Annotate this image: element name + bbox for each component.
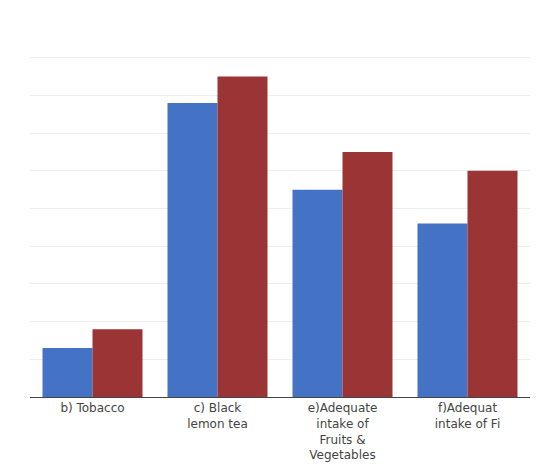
svg-text:f)Adequatintake of Fi: f)Adequatintake of Fi: [435, 401, 500, 431]
svg-text:c) Blacklemon tea: c) Blacklemon tea: [187, 401, 248, 431]
svg-text:e)Adequateintake ofFruits &Veg: e)Adequateintake ofFruits &Vegetables: [308, 401, 378, 462]
svg-text:b) Tobacco: b) Tobacco: [60, 401, 124, 415]
